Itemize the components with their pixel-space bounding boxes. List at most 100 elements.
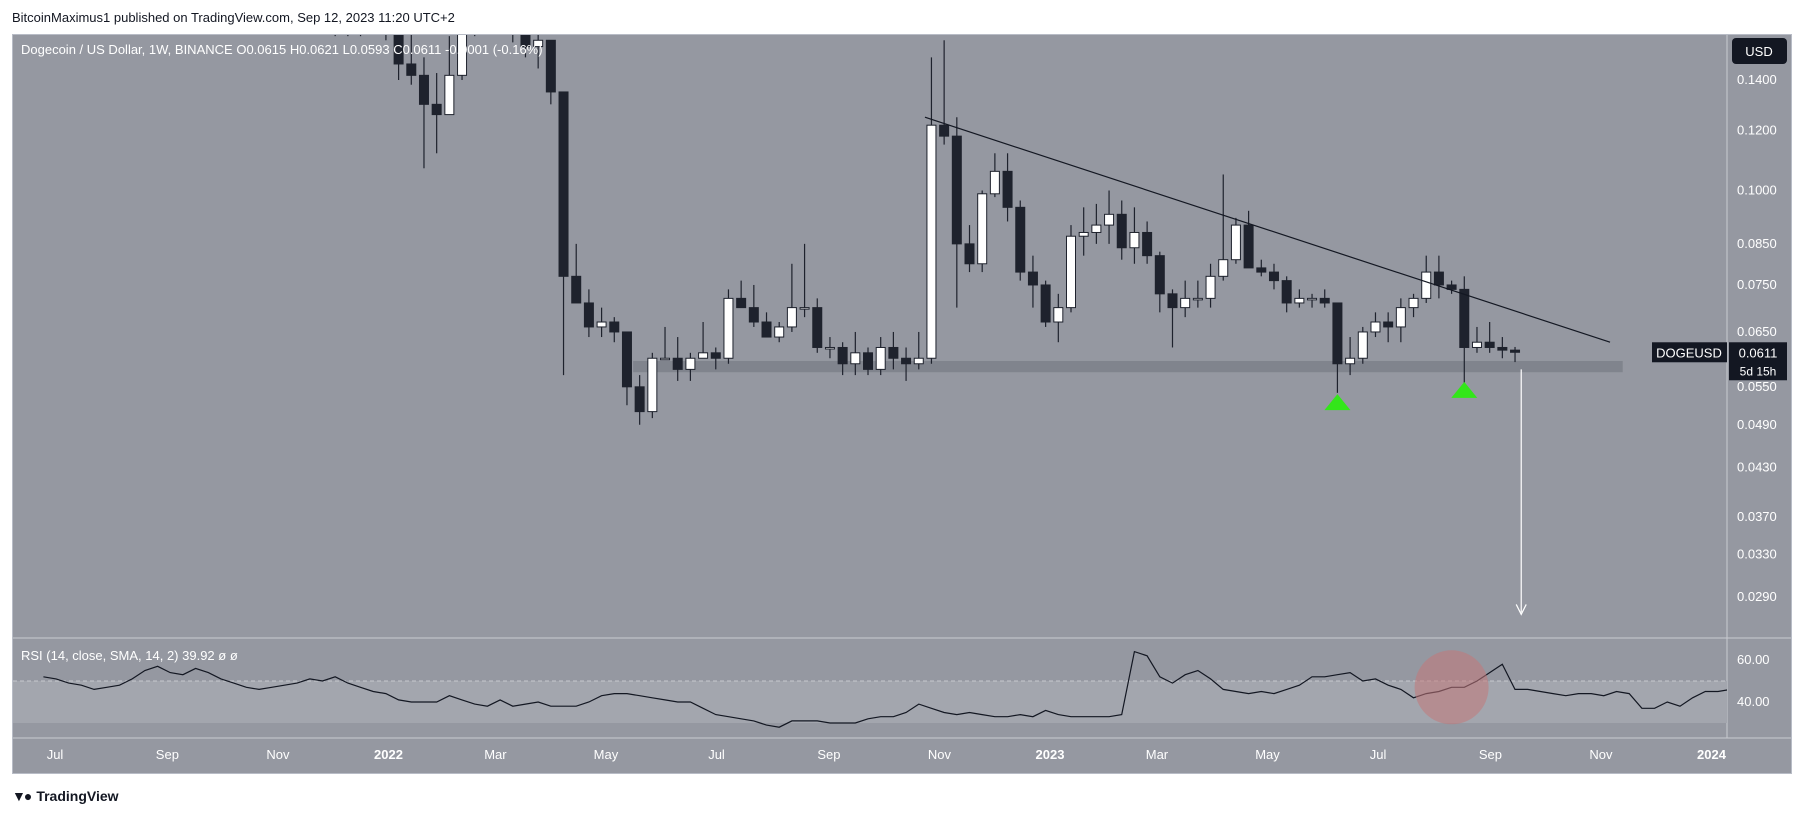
candle-body (901, 357, 912, 365)
candle-body (964, 243, 975, 265)
candle-body (1192, 297, 1203, 301)
candle-body (1471, 341, 1482, 348)
chart-canvas[interactable]: Dogecoin / US Dollar, 1W, BINANCE O0.061… (13, 35, 1791, 773)
candle-body (1319, 297, 1330, 304)
candle-body (621, 331, 632, 388)
candle-body (1281, 280, 1292, 304)
candle-body (1065, 235, 1076, 309)
legend-high-value: 0.0621 (299, 42, 342, 57)
publisher-caption: BitcoinMaximus1 published on TradingView… (12, 10, 455, 25)
currency-button[interactable]: USD (1732, 38, 1787, 64)
rsi-legend-extra-2: ø (230, 648, 238, 663)
target-arrow-head-icon (1515, 604, 1527, 616)
candle-body (672, 357, 683, 370)
candle-body (1040, 284, 1051, 323)
price-axis-tick-label: 0.1400 (1737, 72, 1777, 87)
candle-body (1383, 321, 1394, 328)
candle-body (1307, 297, 1318, 301)
candle-body (1002, 170, 1013, 208)
candle-body (913, 357, 924, 365)
candle-body (698, 352, 709, 359)
candle-body (393, 35, 404, 65)
candle-body (748, 307, 759, 323)
footer-brand-label: TradingView (36, 788, 119, 804)
tradingview-logo-icon: ▼● (12, 788, 32, 804)
legend-low-label: L (343, 42, 350, 57)
candle-body (761, 321, 772, 338)
candle-body (583, 302, 594, 328)
candle-body (1027, 271, 1038, 286)
time-axis-tick-label: 2022 (374, 747, 403, 762)
legend-high-label: H (290, 42, 299, 57)
candle-body (1167, 293, 1178, 309)
price-axis-tick-label: 0.0650 (1737, 324, 1777, 339)
price-pane-background (13, 35, 1727, 638)
candle-body (1142, 231, 1153, 257)
rsi-axis-tick-label: 60.00 (1737, 652, 1770, 667)
price-axis-tick-label: 0.1200 (1737, 123, 1777, 138)
candle-body (1104, 213, 1115, 226)
support-zone (633, 360, 1623, 373)
symbol-tag-bg (1652, 342, 1727, 363)
candle-body (533, 39, 544, 48)
candle-body (634, 386, 645, 413)
candle-body (1243, 224, 1254, 269)
price-axis-tick-label: 0.0330 (1737, 547, 1777, 562)
price-pane (334, 35, 1623, 616)
bar-countdown: 5d 15h (1740, 364, 1777, 378)
candle-body (1091, 224, 1102, 233)
time-axis-tick-label: Jul (1370, 747, 1387, 762)
candle-body (1357, 331, 1368, 359)
candle-body (1015, 206, 1026, 273)
candle-body (888, 346, 899, 359)
candle-body (1370, 321, 1381, 333)
candle-body (596, 321, 607, 328)
candle-body (774, 326, 785, 338)
candle-body (710, 352, 721, 359)
candle-body (1230, 224, 1241, 261)
time-axis-background (13, 738, 1791, 773)
candle-body (875, 346, 886, 370)
time-axis-tick-label: Nov (266, 747, 290, 762)
last-price-value: 0.0611 (1739, 345, 1778, 360)
candle-body (736, 297, 747, 309)
bounce-marker-triangle-icon (1451, 381, 1478, 398)
footer-brand[interactable]: ▼● TradingView (12, 788, 119, 804)
legend-change-value: -0.0001 (-0.16%) (445, 42, 543, 57)
candle-body (457, 35, 468, 76)
rsi-legend: RSI (14, close, SMA, 14, 2) 39.92 ø ø (21, 648, 238, 663)
candle-body (723, 297, 734, 359)
candle-body (1345, 357, 1356, 365)
candle-body (1446, 284, 1457, 290)
candle-body (444, 74, 455, 116)
candle-body (1078, 231, 1089, 237)
candle-body (406, 63, 417, 76)
price-tag: DOGEUSD 0.0611 5d 15h (1652, 342, 1787, 381)
legend-close-label: C (393, 42, 402, 57)
candle-body (1459, 288, 1470, 348)
time-axis-tick-label: Mar (1146, 747, 1169, 762)
candle-body (824, 346, 835, 350)
rsi-legend-title: RSI (14, close, SMA, 14, 2) (21, 648, 182, 663)
candle-body (850, 352, 861, 365)
candle-body (571, 275, 582, 304)
time-axis-tick-label: Mar (484, 747, 507, 762)
legend-open-value: 0.0615 (246, 42, 289, 57)
rsi-pane (13, 650, 1727, 728)
candle-body (786, 307, 797, 328)
rsi-line (43, 650, 1727, 728)
time-axis-tick-label: 2023 (1036, 747, 1065, 762)
candle-body (1268, 271, 1279, 282)
candle-body (1497, 346, 1508, 351)
rsi-axis-tick-label: 40.00 (1737, 694, 1770, 709)
candle-body (1256, 267, 1267, 273)
time-axis-tick-label: Jul (708, 747, 725, 762)
candle-body (1484, 341, 1495, 348)
chart-frame: Dogecoin / US Dollar, 1W, BINANCE O0.061… (12, 34, 1792, 774)
legend-symbol-title: Dogecoin / US Dollar, 1W, BINANCE (21, 42, 233, 57)
descending-trendline (924, 116, 1611, 343)
candle-body (989, 170, 1000, 195)
candle-body (1218, 259, 1229, 277)
candle-body (812, 307, 823, 348)
rsi-legend-extra-1: ø (218, 648, 230, 663)
